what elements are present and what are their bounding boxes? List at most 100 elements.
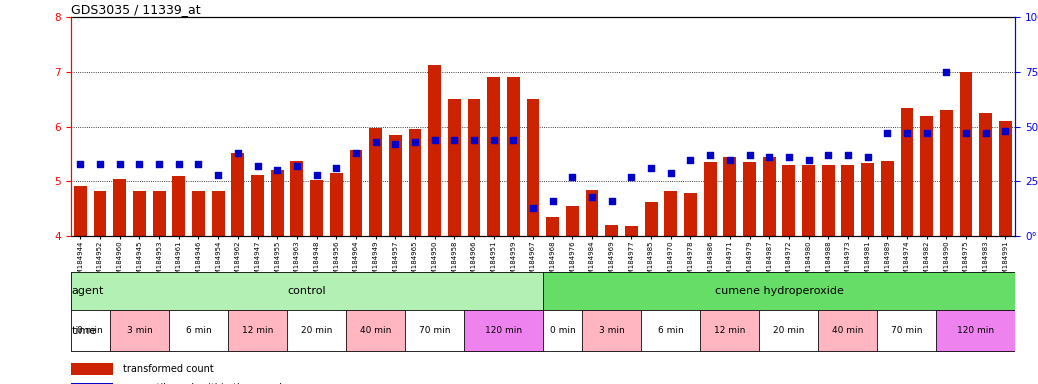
Bar bbox=[409, 129, 421, 236]
Bar bbox=[543, 271, 1015, 310]
Point bbox=[131, 161, 147, 167]
Bar bbox=[291, 161, 303, 236]
Bar bbox=[625, 226, 637, 236]
Bar bbox=[429, 65, 441, 236]
Point bbox=[348, 150, 364, 156]
Bar bbox=[526, 99, 540, 236]
Bar bbox=[71, 363, 113, 375]
Bar bbox=[605, 225, 619, 236]
Text: agent: agent bbox=[72, 286, 104, 296]
Text: 20 min: 20 min bbox=[301, 326, 332, 335]
Bar bbox=[346, 310, 405, 351]
Bar bbox=[231, 153, 244, 236]
Point bbox=[72, 161, 88, 167]
Point bbox=[800, 157, 817, 163]
Bar bbox=[842, 165, 854, 236]
Point bbox=[91, 161, 108, 167]
Point bbox=[583, 194, 600, 200]
Bar bbox=[448, 99, 461, 236]
Point bbox=[662, 170, 679, 176]
Point bbox=[525, 205, 542, 211]
Bar bbox=[71, 382, 113, 384]
Point bbox=[506, 137, 522, 143]
Point bbox=[899, 130, 916, 136]
Bar bbox=[464, 310, 543, 351]
Point bbox=[111, 161, 128, 167]
Point bbox=[919, 130, 935, 136]
Bar bbox=[310, 180, 323, 236]
Bar bbox=[507, 78, 520, 236]
Bar bbox=[251, 175, 264, 236]
Bar bbox=[71, 310, 110, 351]
Point bbox=[151, 161, 167, 167]
Point bbox=[486, 137, 502, 143]
Point bbox=[721, 157, 738, 163]
Point bbox=[328, 165, 345, 171]
Bar bbox=[228, 310, 288, 351]
Bar bbox=[939, 110, 953, 236]
Bar bbox=[936, 310, 1015, 351]
Bar bbox=[71, 310, 1015, 351]
Point bbox=[998, 128, 1014, 134]
Point bbox=[859, 154, 876, 161]
Bar bbox=[113, 179, 127, 236]
Point bbox=[938, 69, 955, 75]
Bar bbox=[93, 191, 107, 236]
Bar bbox=[760, 310, 818, 351]
Bar bbox=[288, 310, 346, 351]
Bar bbox=[172, 176, 185, 236]
Point bbox=[466, 137, 483, 143]
Text: 12 min: 12 min bbox=[714, 326, 745, 335]
Text: 3 min: 3 min bbox=[599, 326, 625, 335]
Bar bbox=[877, 310, 936, 351]
Bar bbox=[133, 191, 146, 236]
Point bbox=[387, 141, 404, 147]
Bar bbox=[543, 310, 582, 351]
Text: 120 min: 120 min bbox=[957, 326, 994, 335]
Bar bbox=[783, 165, 795, 236]
Text: 70 min: 70 min bbox=[892, 326, 923, 335]
Text: 3 min: 3 min bbox=[127, 326, 153, 335]
Text: time: time bbox=[72, 326, 97, 336]
Bar bbox=[921, 116, 933, 236]
Bar bbox=[389, 136, 402, 236]
Bar bbox=[818, 310, 877, 351]
Bar bbox=[212, 191, 224, 236]
Point bbox=[407, 139, 424, 145]
Bar bbox=[110, 310, 169, 351]
Bar bbox=[999, 121, 1012, 236]
Text: 40 min: 40 min bbox=[832, 326, 864, 335]
Point bbox=[210, 172, 226, 178]
Text: GDS3035 / 11339_at: GDS3035 / 11339_at bbox=[71, 3, 200, 16]
Text: 20 min: 20 min bbox=[773, 326, 804, 335]
Point bbox=[840, 152, 856, 158]
Point bbox=[427, 137, 443, 143]
Bar bbox=[979, 113, 992, 236]
Text: 120 min: 120 min bbox=[485, 326, 522, 335]
Bar bbox=[582, 310, 641, 351]
Bar bbox=[822, 165, 835, 236]
Bar bbox=[802, 165, 815, 236]
Point bbox=[603, 198, 620, 204]
Bar bbox=[704, 162, 716, 236]
Text: transformed count: transformed count bbox=[122, 364, 213, 374]
Point bbox=[170, 161, 187, 167]
Point bbox=[623, 174, 639, 180]
Bar bbox=[467, 99, 481, 236]
Point bbox=[682, 157, 699, 163]
Point bbox=[367, 139, 384, 145]
Point bbox=[643, 165, 659, 171]
Bar bbox=[192, 191, 204, 236]
Bar bbox=[585, 190, 599, 236]
Point bbox=[761, 154, 777, 161]
Text: 0 min: 0 min bbox=[550, 326, 575, 335]
Point bbox=[229, 150, 246, 156]
Bar bbox=[723, 157, 736, 236]
Bar bbox=[901, 108, 913, 236]
Point bbox=[190, 161, 207, 167]
Bar bbox=[370, 128, 382, 236]
Bar bbox=[271, 170, 283, 236]
Bar bbox=[641, 310, 701, 351]
Point bbox=[308, 172, 325, 178]
Bar bbox=[645, 202, 657, 236]
